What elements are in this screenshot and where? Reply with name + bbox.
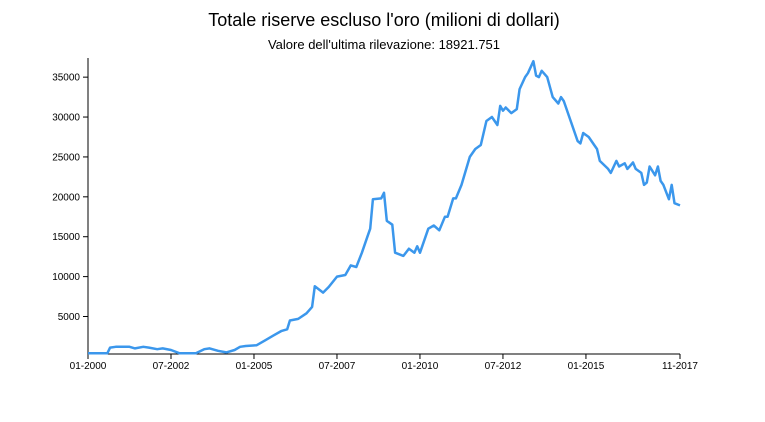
data-line: [88, 59, 681, 355]
y-tick-label: 20000: [52, 192, 80, 203]
chart-subtitle: Valore dell'ultima rilevazione: 18921.75…: [268, 37, 500, 52]
y-tick-label: 25000: [52, 152, 80, 163]
y-tick-label: 10000: [52, 272, 80, 283]
chart-title: Totale riserve escluso l'oro (milioni di…: [208, 10, 560, 30]
x-tick-label: 01-2015: [568, 361, 605, 372]
x-tick-label: 01-2000: [70, 361, 107, 372]
x-tick-label: 07-2012: [485, 361, 522, 372]
y-tick-label: 5000: [58, 312, 81, 323]
x-tick-label: 11-2017: [662, 361, 698, 372]
x-tick-label: 07-2002: [153, 361, 190, 372]
x-tick-label: 01-2005: [236, 361, 273, 372]
y-tick-label: 35000: [52, 73, 80, 84]
y-tick-label: 15000: [52, 232, 80, 243]
x-tick-label: 07-2007: [319, 361, 356, 372]
x-tick-label: 01-2010: [402, 361, 439, 372]
y-tick-label: 30000: [52, 113, 80, 124]
